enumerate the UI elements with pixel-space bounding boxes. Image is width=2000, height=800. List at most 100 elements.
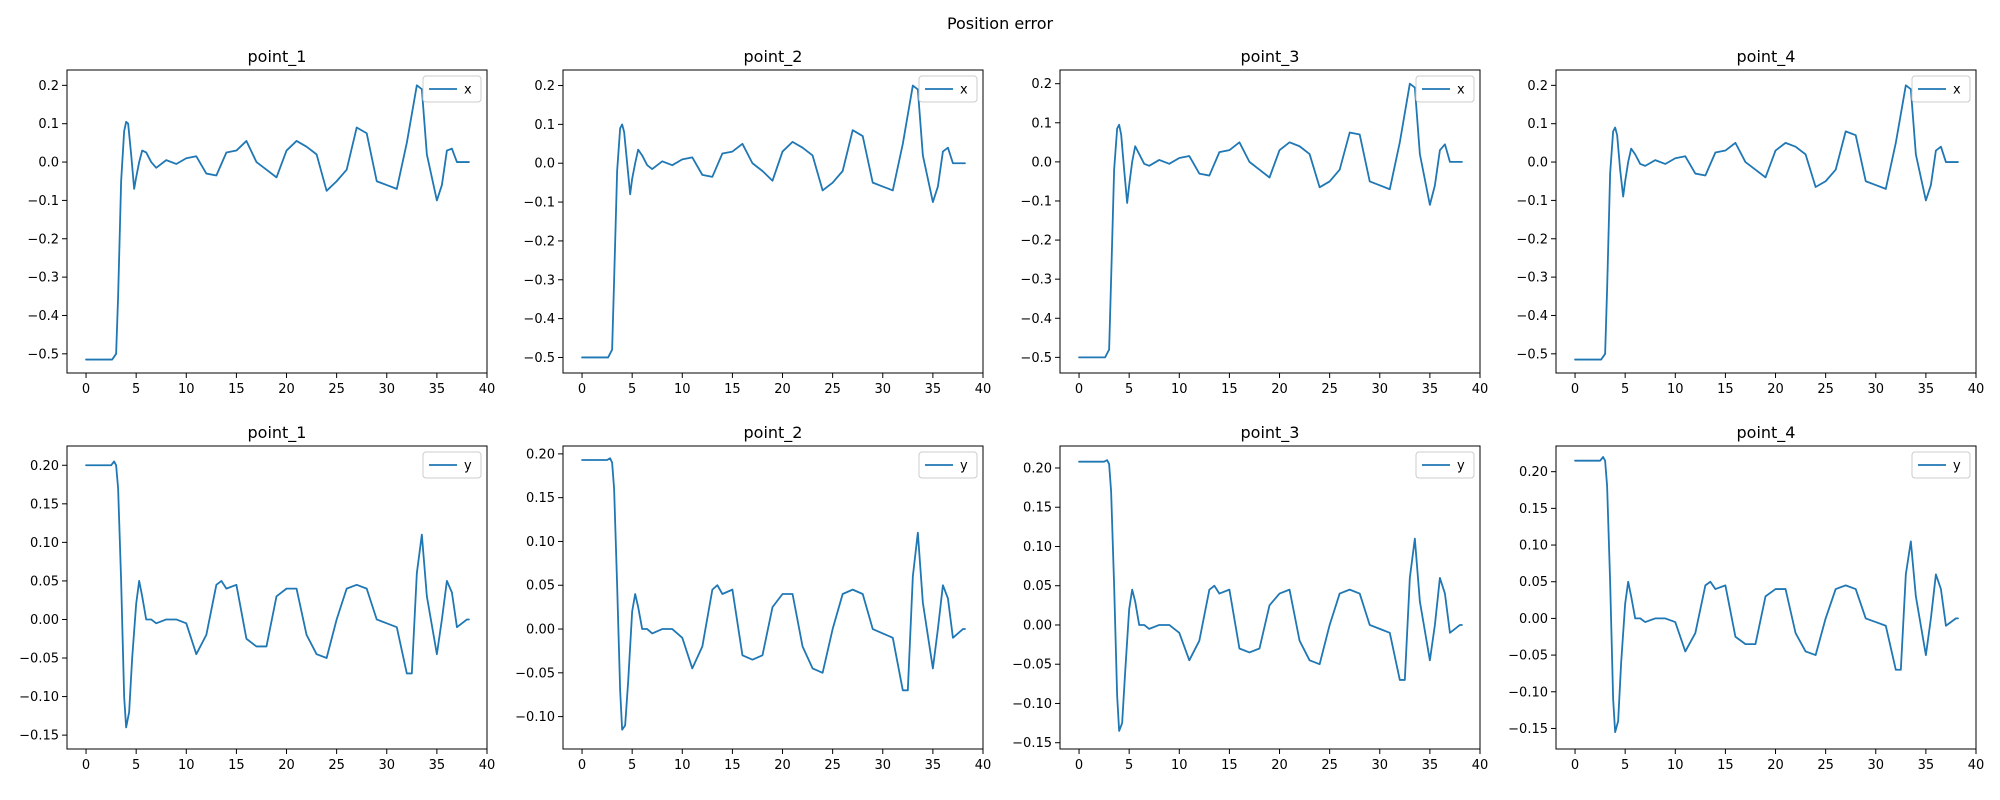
x-tick-label: 25 [824, 758, 841, 773]
x-tick-label: 15 [1717, 382, 1734, 397]
x-tick-label: 5 [1125, 382, 1133, 397]
y-tick-label: −0.1 [27, 194, 59, 209]
subplot-3: point_3 0 5 10 15 20 25 30 35 40 −0.5 −0.4 −0.3 −0.2 −… [1020, 47, 1488, 397]
subplot-title: point_2 [744, 423, 803, 443]
y-tick-label: −0.3 [523, 273, 555, 288]
x-tick-label: 25 [1321, 382, 1338, 397]
x-tick-label: 15 [724, 382, 741, 397]
x-tick-label: 10 [674, 382, 691, 397]
x-tick-label: 40 [1472, 382, 1489, 397]
x-tick-label: 25 [1321, 758, 1338, 773]
y-tick-label: 0.05 [526, 579, 555, 594]
y-tick-label: 0.1 [534, 118, 555, 133]
y-tick-label: −0.5 [1516, 347, 1548, 362]
x-tick-label: 30 [1867, 758, 1884, 773]
legend-label: x [464, 83, 472, 98]
legend-label: y [464, 459, 472, 474]
y-tick-label: −0.10 [515, 710, 555, 725]
y-tick-label: −0.05 [515, 666, 555, 681]
x-tick-label: 0 [578, 382, 586, 397]
series-line-y [581, 457, 966, 731]
x-tick-label: 35 [1422, 758, 1439, 773]
y-tick-label: 0.00 [526, 623, 555, 638]
y-tick-label: −0.5 [523, 351, 555, 366]
x-tick-label: 40 [975, 382, 992, 397]
x-tick-label: 10 [1171, 758, 1188, 773]
x-tick-label: 30 [378, 382, 395, 397]
x-tick-label: 35 [1918, 758, 1935, 773]
y-tick-label: 0.20 [1023, 461, 1052, 476]
y-tick-label: 0.2 [38, 79, 59, 94]
y-tick-label: −0.05 [1508, 649, 1548, 664]
x-tick-label: 40 [479, 758, 496, 773]
x-tick-label: 30 [1371, 758, 1388, 773]
y-tick-label: 0.1 [38, 117, 59, 132]
y-tick-label: −0.4 [1516, 309, 1548, 324]
y-tick-label: 0.15 [1023, 501, 1052, 516]
x-tick-label: 35 [1422, 382, 1439, 397]
axes-frame [1555, 445, 1977, 750]
x-tick-label: 10 [178, 758, 195, 773]
subplot-title: point_4 [1737, 423, 1796, 443]
x-tick-label: 35 [925, 382, 942, 397]
x-tick-label: 15 [1717, 758, 1734, 773]
x-tick-label: 30 [874, 758, 891, 773]
x-tick-label: 0 [82, 758, 90, 773]
y-tick-label: 0.15 [526, 491, 555, 506]
x-tick-label: 15 [228, 382, 245, 397]
y-tick-label: −0.05 [19, 652, 59, 667]
x-tick-label: 30 [378, 758, 395, 773]
series-line-y [1574, 456, 1959, 734]
y-tick-label: 0.0 [1527, 156, 1548, 171]
x-tick-label: 20 [774, 758, 791, 773]
legend: x [1415, 75, 1475, 103]
series-line-x [1078, 82, 1463, 359]
subplot-4: point_4 0 5 10 15 20 25 30 35 40 −0.5 −0.4 −0.3 −0.2 −… [1516, 47, 1984, 397]
y-tick-label: −0.3 [1516, 271, 1548, 286]
subplot-1: point_1 0 5 10 15 20 25 30 35 40 −0.5 −0.4 −0.3 −0.2 −… [27, 47, 495, 397]
y-tick-label: 0.1 [1031, 116, 1052, 131]
subplot-title: point_3 [1241, 47, 1300, 67]
y-tick-label: −0.2 [1020, 234, 1052, 249]
legend-label: x [1457, 83, 1465, 98]
y-tick-label: −0.3 [27, 271, 59, 286]
y-tick-label: 0.1 [1527, 117, 1548, 132]
x-tick-label: 5 [132, 382, 140, 397]
y-tick-label: −0.1 [1020, 194, 1052, 209]
y-tick-label: −0.10 [1508, 685, 1548, 700]
y-tick-label: −0.5 [1020, 351, 1052, 366]
x-tick-label: 10 [1667, 382, 1684, 397]
y-tick-label: 0.15 [30, 497, 59, 512]
x-tick-label: 0 [578, 758, 586, 773]
x-tick-label: 30 [1867, 382, 1884, 397]
y-tick-label: −0.4 [523, 312, 555, 327]
legend-label: y [1457, 459, 1465, 474]
series-line-y [85, 460, 470, 729]
subplot-title: point_1 [248, 423, 307, 443]
x-tick-label: 20 [1271, 382, 1288, 397]
y-tick-label: −0.2 [27, 232, 59, 247]
x-tick-label: 5 [132, 758, 140, 773]
y-tick-label: −0.15 [1012, 736, 1052, 751]
x-tick-label: 20 [278, 382, 295, 397]
subplot-7: point_3 0 5 10 15 20 25 30 35 40 −0.15 −0.10 −0.05 0.… [1012, 423, 1488, 773]
x-tick-label: 25 [1817, 382, 1834, 397]
axes-frame [66, 69, 488, 374]
x-tick-label: 5 [1621, 382, 1629, 397]
x-tick-label: 15 [724, 758, 741, 773]
legend: y [918, 451, 978, 479]
y-tick-label: 0.15 [1519, 502, 1548, 517]
x-tick-label: 20 [1767, 758, 1784, 773]
y-tick-label: −0.1 [523, 196, 555, 211]
x-tick-label: 35 [429, 382, 446, 397]
x-tick-label: 20 [1767, 382, 1784, 397]
x-tick-label: 30 [1371, 382, 1388, 397]
x-tick-label: 15 [1221, 758, 1238, 773]
x-tick-label: 15 [1221, 382, 1238, 397]
subplots: point_1 0 5 10 15 20 25 30 35 40 −0.5 −0.4 −0.3 −0.2 −… [19, 47, 1984, 773]
y-tick-label: −0.2 [1516, 232, 1548, 247]
y-tick-label: −0.5 [27, 347, 59, 362]
y-tick-label: −0.3 [1020, 273, 1052, 288]
series-line-y [1078, 459, 1463, 732]
